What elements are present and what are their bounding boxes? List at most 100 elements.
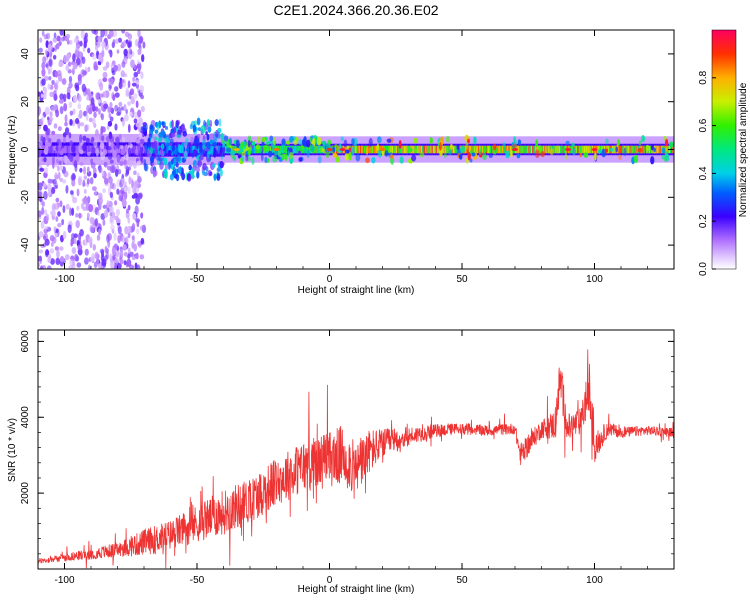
heatmap-cell (371, 156, 376, 164)
heatmap-cell (46, 265, 52, 269)
heatmap-cell (44, 209, 48, 215)
heatmap-cell (93, 64, 99, 71)
heatmap-cell (582, 145, 585, 154)
heatmap-cell (53, 93, 58, 102)
heatmap-cell (93, 145, 96, 154)
heatmap-cell (113, 145, 116, 154)
heatmap-cell (82, 179, 86, 187)
heatmap-cell (55, 197, 60, 203)
heatmap-cell (102, 219, 106, 226)
heatmap-cell (202, 163, 207, 171)
heatmap-cell (369, 145, 371, 154)
heatmap-cell (102, 66, 108, 71)
heatmap-cell (59, 246, 64, 251)
heatmap-cell (305, 145, 308, 154)
heatmap-cell (493, 143, 497, 151)
heatmap-cell (375, 145, 378, 154)
heatmap-cell (83, 156, 88, 162)
heatmap-cell (151, 162, 156, 167)
heatmap-cell (92, 104, 96, 112)
heatmap-cell (90, 227, 95, 233)
heatmap-cell (325, 151, 330, 159)
heatmap-cell (41, 201, 45, 207)
heatmap-cell (109, 49, 113, 58)
heatmap-cell (650, 156, 655, 165)
heatmap-cell (67, 153, 72, 160)
heatmap-cell (528, 145, 530, 154)
heatmap-cell (108, 30, 114, 38)
heatmap-cell (38, 106, 42, 116)
heatmap-cell (64, 114, 68, 123)
heatmap-cell (511, 145, 513, 154)
heatmap-cell (460, 145, 466, 154)
heatmap-cell (72, 196, 78, 204)
heatmap-cell (628, 145, 631, 154)
heatmap-cell (345, 145, 348, 154)
heatmap-cell (63, 103, 68, 112)
heatmap-cell (452, 145, 455, 154)
heatmap-cell (75, 145, 77, 154)
heatmap-cell (476, 145, 479, 154)
heatmap-cell (117, 37, 123, 43)
heatmap-cell (653, 147, 656, 153)
heatmap-cell (104, 161, 109, 168)
heatmap-cell (40, 220, 45, 229)
heatmap-cell (467, 138, 471, 144)
heatmap-cell (138, 132, 143, 138)
heatmap-cell (289, 151, 294, 160)
heatmap-cell (96, 234, 101, 241)
heatmap-cell (454, 145, 456, 154)
heatmap-cell (135, 139, 141, 144)
heatmap-cell (47, 68, 51, 75)
heatmap-cell (121, 30, 126, 34)
heatmap-cell (66, 92, 71, 100)
heatmap-cell (131, 194, 136, 199)
heatmap-cell (75, 219, 80, 229)
heatmap-cell (438, 142, 442, 151)
heatmap-cell (40, 93, 44, 98)
heatmap-cell (510, 149, 513, 158)
heatmap-cell (87, 47, 91, 54)
heatmap-cell (55, 109, 60, 118)
heatmap-cell (267, 150, 273, 158)
heatmap-cell (317, 155, 322, 164)
heatmap-cell (533, 145, 536, 154)
heatmap-cell (109, 159, 114, 164)
heatmap-cell (68, 101, 73, 109)
x-tick-label: 0 (327, 575, 333, 586)
heatmap-cell (518, 145, 521, 154)
heatmap-cell (138, 145, 141, 154)
heatmap-cell (59, 150, 64, 156)
heatmap-cell (109, 164, 115, 174)
heatmap-cell (390, 145, 393, 154)
heatmap-cell (268, 145, 271, 154)
heatmap-cell (77, 94, 82, 103)
heatmap-cell (133, 181, 138, 190)
heatmap-cell (41, 78, 46, 86)
heatmap-cell (41, 114, 45, 123)
heatmap-cell (65, 203, 70, 210)
heatmap-cell (186, 145, 189, 154)
heatmap-cell (386, 138, 392, 143)
heatmap-cell (430, 145, 432, 154)
heatmap-cell (429, 137, 433, 145)
heatmap-cell (133, 170, 137, 176)
heatmap-cell (635, 145, 638, 154)
heatmap-cell (581, 145, 583, 154)
heatmap-cell (76, 205, 80, 211)
heatmap-cell (86, 196, 91, 204)
heatmap-cell (178, 165, 182, 174)
heatmap-cell (131, 255, 137, 261)
heatmap-cell (63, 136, 66, 144)
heatmap-cell (71, 179, 76, 187)
heatmap-cell (121, 178, 124, 185)
heatmap-peak (512, 148, 518, 151)
heatmap-peak (565, 148, 571, 151)
heatmap-cell (69, 119, 73, 126)
heatmap-cell (49, 235, 55, 242)
heatmap-cell (84, 257, 89, 265)
heatmap-cell (132, 213, 137, 221)
heatmap-cell (359, 145, 362, 154)
heatmap-cell (285, 140, 291, 145)
heatmap-cell (54, 232, 58, 238)
